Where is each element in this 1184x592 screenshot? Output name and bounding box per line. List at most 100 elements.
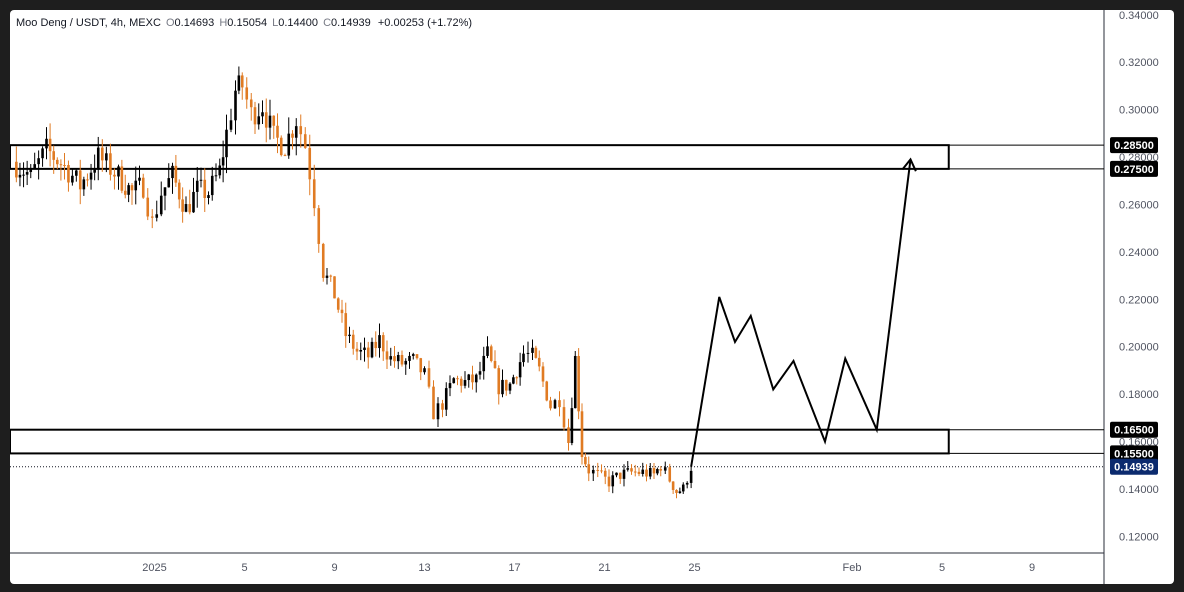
candle-body xyxy=(359,350,363,352)
price-tick-label: 0.22000 xyxy=(1119,294,1159,306)
candle-body xyxy=(229,120,233,130)
candle-body xyxy=(207,195,210,199)
price-tick-label: 0.34000 xyxy=(1119,10,1159,22)
candle-body xyxy=(570,408,574,444)
candle-body xyxy=(234,90,237,121)
candle-body xyxy=(534,347,538,358)
candle-body xyxy=(199,179,203,181)
candle-body xyxy=(419,358,423,373)
candle-body xyxy=(167,178,171,188)
candle-body xyxy=(240,75,244,88)
candle-body xyxy=(441,403,444,410)
candle-body xyxy=(33,164,36,168)
candle-body xyxy=(618,472,622,479)
candle-body xyxy=(75,170,78,176)
candle-body xyxy=(444,388,448,410)
candle-body xyxy=(489,346,493,361)
change-value: +0.00253 (+1.72%) xyxy=(377,17,473,29)
candle-body xyxy=(515,377,519,379)
candle-body xyxy=(370,341,374,358)
candle-body xyxy=(404,360,408,365)
candle-body xyxy=(504,379,508,391)
candle-body xyxy=(159,195,163,215)
candle-body xyxy=(366,347,370,358)
candle-body xyxy=(415,354,419,359)
candle-body xyxy=(344,313,348,337)
candle-body xyxy=(184,204,188,212)
time-axis[interactable]: 2025 5 9 13 17 21 25 Feb 5 9 xyxy=(142,562,1035,574)
price-tick-label: 0.24000 xyxy=(1119,247,1159,259)
candle-body xyxy=(123,190,127,195)
candle-body xyxy=(52,151,55,160)
candle-body xyxy=(45,138,48,149)
price-tick-label: 0.20000 xyxy=(1119,342,1159,354)
candle-body xyxy=(355,348,359,352)
candle-body xyxy=(641,469,645,474)
candle-body xyxy=(459,378,463,386)
high-label: H xyxy=(219,17,228,29)
candle-body xyxy=(214,175,218,177)
candle-body xyxy=(478,371,482,375)
candle-body xyxy=(652,468,656,474)
candle-body xyxy=(192,191,195,213)
candle-body xyxy=(567,427,570,444)
candle-body xyxy=(155,214,159,218)
time-tick-label: 13 xyxy=(418,562,430,574)
candle-body xyxy=(573,355,577,409)
candle-body xyxy=(279,137,283,156)
candle-body xyxy=(109,153,112,175)
open-value: 0.14693 xyxy=(174,17,215,29)
candle-body xyxy=(283,155,287,157)
candle-body xyxy=(633,471,637,473)
candle-body xyxy=(113,174,116,177)
candle-body xyxy=(637,471,641,474)
candle-body xyxy=(471,374,474,383)
candle-body xyxy=(553,400,557,409)
candle-body xyxy=(562,407,566,428)
candle-body xyxy=(321,243,325,278)
candle-body xyxy=(294,126,298,138)
candle-body xyxy=(41,148,44,159)
candle-body xyxy=(325,275,329,278)
candle-body xyxy=(141,177,145,198)
symbol-title[interactable]: Moo Deng / USDT, 4h, MEXC xyxy=(16,17,161,29)
time-tick-label: 17 xyxy=(508,562,520,574)
candle-body xyxy=(89,172,93,180)
candle-body xyxy=(463,380,467,386)
open-label: O xyxy=(165,17,175,29)
low-label: L xyxy=(272,17,279,29)
candle-body xyxy=(685,482,689,485)
time-tick-label: 9 xyxy=(1029,562,1035,574)
candle-body xyxy=(22,174,25,176)
candle-body xyxy=(501,379,504,395)
candle-body xyxy=(596,469,600,471)
symbol-legend: Moo Deng / USDT, 4h, MEXC O0.14693 H0.15… xyxy=(16,17,472,29)
zone-box-1 xyxy=(10,428,950,455)
price-tick-label: 0.26000 xyxy=(1119,199,1159,211)
candle-body xyxy=(411,354,415,356)
price-badge-label: 0.27500 xyxy=(1114,164,1154,176)
candle-body xyxy=(249,99,253,108)
candle-body xyxy=(622,469,626,479)
time-tick-label: 5 xyxy=(939,562,945,574)
candle-body xyxy=(611,475,615,487)
candle-body xyxy=(436,403,440,420)
candle-body xyxy=(203,179,207,199)
candlestick-chart[interactable]: 0.340000.320000.300000.280000.260000.240… xyxy=(10,10,1174,584)
price-badges: 0.28500 0.27500 0.16500 0.15500 0.14939 xyxy=(1110,137,1158,475)
price-badge-level xyxy=(1110,445,1158,462)
candle-body xyxy=(163,187,167,196)
price-tick-label: 0.12000 xyxy=(1119,531,1159,543)
candle-body xyxy=(467,374,471,381)
price-axis[interactable]: 0.340000.320000.300000.280000.260000.240… xyxy=(1119,10,1159,543)
candle-body xyxy=(146,197,150,217)
candle-body xyxy=(261,112,264,117)
candle-body xyxy=(127,185,130,195)
chart-panel[interactable]: 0.34000 0.32000 0.30000 0.28000 0.26000 0.240… xyxy=(10,10,1174,584)
time-tick-label: 9 xyxy=(331,562,337,574)
candle-body xyxy=(681,484,685,492)
candle-body xyxy=(648,468,652,477)
candle-body xyxy=(299,126,303,135)
candle-body xyxy=(448,383,452,389)
time-tick-label: 25 xyxy=(688,562,700,574)
